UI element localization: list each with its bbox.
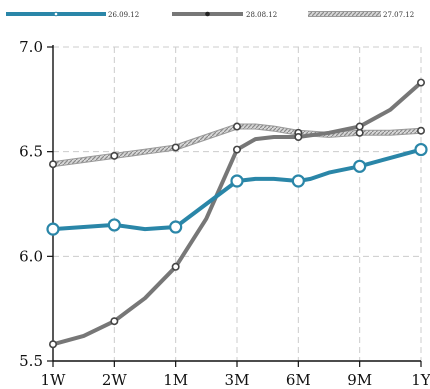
data-point	[169, 220, 183, 234]
data-point	[355, 122, 364, 131]
series-line	[51, 147, 423, 232]
x-tick-label: 9M	[347, 371, 372, 389]
legend-item-27.07.12: 27.07.12	[308, 11, 414, 19]
axes	[47, 45, 422, 367]
data-point	[233, 122, 242, 131]
legend-label: 27.07.12	[383, 11, 414, 19]
series-27.07.12	[48, 122, 425, 169]
y-tick-label: 5.5	[19, 352, 43, 370]
data-point	[233, 145, 242, 154]
data-point	[416, 78, 425, 87]
series-line	[51, 80, 423, 347]
x-tick-label: 6M	[286, 371, 311, 389]
x-tick-label: 1M	[163, 371, 188, 389]
legend-marker	[53, 11, 59, 17]
data-point	[291, 174, 305, 188]
data-point	[353, 159, 367, 173]
series-line	[51, 124, 423, 167]
data-point	[416, 126, 425, 135]
x-tick-label: 1W	[41, 371, 67, 389]
data-point	[294, 133, 303, 142]
series-28.08.12	[48, 78, 425, 349]
data-point	[110, 317, 119, 326]
data-point	[48, 160, 57, 169]
data-point	[46, 222, 60, 236]
series-26.09.12	[46, 142, 428, 236]
legend: 26.09.12 28.08.12 27.07.12	[6, 11, 414, 19]
data-point	[355, 128, 364, 137]
data-point	[107, 218, 121, 232]
x-tick-label: 3M	[225, 371, 250, 389]
legend-marker	[205, 11, 210, 17]
tick-labels: 5.5 6.0 6.5 7.0 1W 2W 1M 3M 6M 9M 1Y	[19, 38, 430, 389]
legend-label: 28.08.12	[246, 11, 277, 19]
y-tick-label: 7.0	[19, 38, 43, 56]
data-point	[171, 262, 180, 271]
grid	[53, 46, 422, 361]
data-point	[414, 142, 428, 157]
x-tick-label: 2W	[102, 371, 128, 389]
series-layer	[46, 78, 428, 349]
legend-label: 26.09.12	[108, 11, 139, 19]
legend-item-28.08.12: 28.08.12	[172, 11, 277, 19]
y-tick-label: 6.5	[19, 143, 43, 161]
x-tick-label: 1Y	[411, 371, 430, 389]
data-point	[110, 151, 119, 160]
data-point	[171, 143, 180, 152]
y-tick-label: 6.0	[19, 247, 43, 265]
legend-item-26.09.12: 26.09.12	[6, 11, 139, 19]
data-point	[230, 174, 244, 188]
data-point	[48, 340, 57, 349]
